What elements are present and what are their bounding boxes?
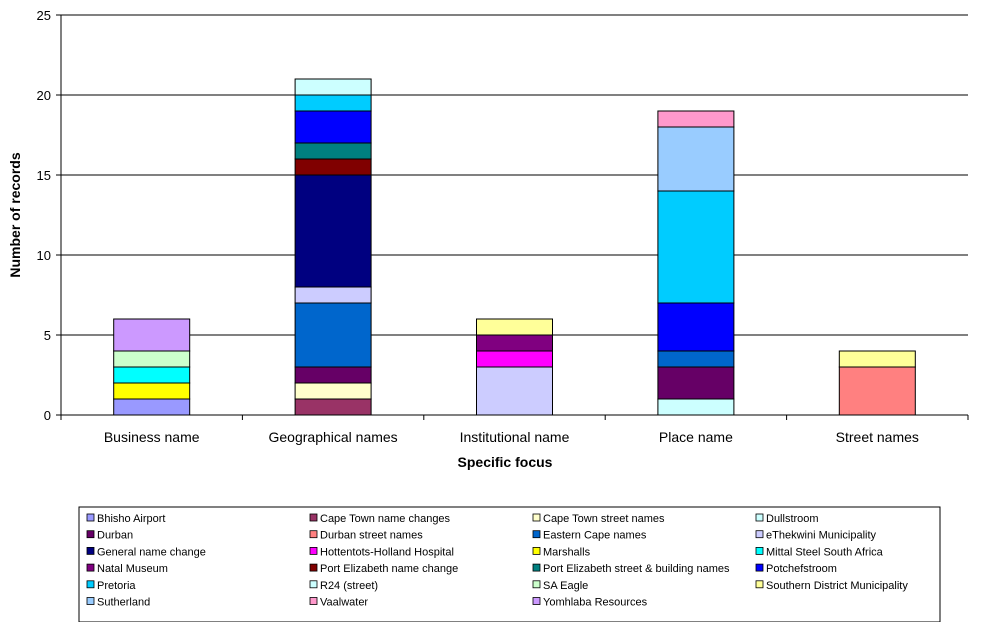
bar-segment <box>657 110 735 128</box>
legend-swatch <box>755 530 764 539</box>
legend-label: Southern District Municipality <box>766 580 908 592</box>
x-axis-title: Specific focus <box>458 454 553 470</box>
legend-swatch <box>532 580 541 589</box>
bar-segment <box>476 318 553 336</box>
legend-label: Marshalls <box>543 546 591 558</box>
bar-segment <box>476 334 553 352</box>
legend-label: Natal Museum <box>97 563 168 575</box>
x-tick-label: Place name <box>659 429 733 445</box>
legend-label: Durban street names <box>320 530 423 542</box>
y-tick-label: 10 <box>37 248 51 263</box>
legend-label: Durban <box>97 530 133 542</box>
bar-segment <box>294 158 372 176</box>
legend-swatch <box>309 563 318 572</box>
legend-label: Hottentots-Holland Hospital <box>320 546 454 558</box>
legend-label: R24 (street) <box>320 580 378 592</box>
legend-swatch <box>86 547 95 555</box>
x-tick-label: Institutional name <box>460 429 570 445</box>
legend-swatch <box>309 580 318 589</box>
bar-segment <box>294 382 372 400</box>
legend-swatch <box>532 547 541 555</box>
legend-label: Cape Town street names <box>543 513 665 525</box>
legend-swatch <box>86 563 95 572</box>
legend-swatch <box>755 513 764 522</box>
axes: 0 5 10 15 20 25 Business name Geographical name… <box>37 8 969 445</box>
bar-segment <box>113 350 191 368</box>
y-tick-label: 0 <box>44 408 51 423</box>
bar-segment <box>294 286 372 304</box>
y-tick-label: 25 <box>37 8 51 23</box>
legend-swatch <box>309 513 318 522</box>
bar-segment <box>294 110 372 144</box>
legend-swatch <box>309 597 318 605</box>
bar-segment <box>294 174 372 288</box>
bar-segment <box>476 366 553 416</box>
legend-swatch <box>755 547 764 555</box>
bar-segment <box>294 78 372 96</box>
legend-label: Bhisho Airport <box>97 513 165 525</box>
bar-segment <box>657 350 735 368</box>
bar-segment <box>294 142 372 160</box>
legend-label: Pretoria <box>97 580 136 592</box>
legend-swatch <box>86 580 95 589</box>
bar-segment <box>294 366 372 384</box>
legend: Bhisho Airport Cape Town name changes Cape… <box>78 506 941 623</box>
bars <box>113 78 916 416</box>
legend-label: Eastern Cape names <box>543 530 647 542</box>
legend-swatch <box>755 580 764 589</box>
legend-label: Port Elizabeth name change <box>320 563 458 575</box>
legend-label: Mittal Steel South Africa <box>766 546 884 558</box>
y-tick-label: 20 <box>37 88 51 103</box>
legend-swatch <box>532 563 541 572</box>
x-tick-label: Geographical names <box>269 429 398 445</box>
bar-segment <box>838 366 916 416</box>
legend-label: Vaalwater <box>320 597 368 609</box>
legend-label: SA Eagle <box>543 580 588 592</box>
bar-segment <box>838 350 916 368</box>
legend-swatch <box>532 513 541 522</box>
legend-swatch <box>86 513 95 522</box>
legend-label: General name change <box>97 546 206 558</box>
legend-swatch <box>309 547 318 555</box>
legend-label: Port Elizabeth street & building names <box>543 563 730 575</box>
bar-segment <box>657 126 735 192</box>
legend-swatch <box>532 597 541 605</box>
bar-segment <box>294 94 372 112</box>
legend-swatch <box>755 563 764 572</box>
gridlines <box>61 14 968 336</box>
bar-segment <box>113 398 191 416</box>
legend-swatch <box>309 530 318 539</box>
x-tick-label: Street names <box>836 429 919 445</box>
legend-label: Cape Town name changes <box>320 513 451 525</box>
bar-segment <box>657 366 735 400</box>
legend-swatch <box>86 530 95 539</box>
bar-segment <box>294 302 372 368</box>
bar-segment <box>476 350 553 368</box>
bar-segment <box>657 190 735 304</box>
bar-segment <box>657 398 735 416</box>
legend-swatch <box>532 530 541 539</box>
y-tick-label: 15 <box>37 168 51 183</box>
bar-segment <box>113 366 191 384</box>
legend-swatch <box>86 597 95 605</box>
bar-segment <box>294 398 372 416</box>
y-tick-label: 5 <box>44 328 51 343</box>
legend-label: eThekwini Municipality <box>766 530 877 542</box>
legend-label: Dullstroom <box>766 513 819 525</box>
bar-segment <box>113 382 191 400</box>
y-axis-title: Number of records <box>7 152 23 277</box>
legend-label: Yomhlaba Resources <box>543 597 648 609</box>
legend-label: Sutherland <box>97 597 150 609</box>
bar-segment <box>113 318 191 352</box>
x-tick-label: Business name <box>104 429 200 445</box>
bar-segment <box>657 302 735 352</box>
legend-label: Potchefstroom <box>766 563 837 575</box>
